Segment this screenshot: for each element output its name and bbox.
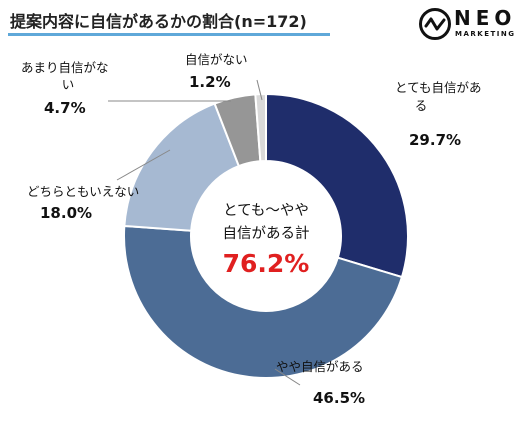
slice-label-somewhat-not-line1: あまり自信がな bbox=[21, 60, 109, 75]
slice-not-confident bbox=[254, 92, 267, 163]
logo-mark-icon bbox=[419, 8, 451, 40]
logo-word: NEO bbox=[454, 6, 517, 30]
slice-neutral bbox=[123, 102, 241, 232]
neo-marketing-logo: NEO MARKETING bbox=[418, 4, 526, 44]
donut-slices bbox=[123, 92, 409, 379]
slice-somewhat-confident bbox=[123, 224, 404, 379]
leader-line-not-confident bbox=[256, 79, 263, 101]
center-label-line2: 自信がある計 bbox=[223, 225, 310, 242]
slice-very-confident bbox=[265, 92, 409, 279]
leader-line-neutral bbox=[116, 149, 171, 181]
center-total-value: 76.2% bbox=[223, 249, 310, 278]
slice-value-somewhat-not: 4.7% bbox=[44, 99, 86, 117]
slice-label-very-confident-line1: とても自信があ bbox=[395, 80, 482, 95]
slice-label-not-confident: 自信がない bbox=[185, 52, 248, 67]
chart-title: 提案内容に自信があるかの割合(n=172) bbox=[10, 12, 307, 31]
slice-value-very-confident: 29.7% bbox=[409, 131, 461, 149]
title-underline bbox=[8, 33, 330, 36]
slice-label-neutral: どちらともいえない bbox=[27, 184, 139, 199]
slice-value-not-confident: 1.2% bbox=[189, 73, 231, 91]
slice-label-very-confident-line2: る bbox=[415, 98, 428, 113]
center-label-line1: とても～やや bbox=[223, 202, 309, 219]
slice-value-somewhat-confident: 46.5% bbox=[313, 389, 365, 407]
slice-label-somewhat-not-line2: い bbox=[62, 77, 75, 92]
slice-label-somewhat-confident: やや自信がある bbox=[276, 359, 364, 374]
logo-sub: MARKETING bbox=[455, 30, 516, 38]
slice-value-neutral: 18.0% bbox=[40, 204, 92, 222]
leader-line-somewhat bbox=[274, 368, 301, 386]
